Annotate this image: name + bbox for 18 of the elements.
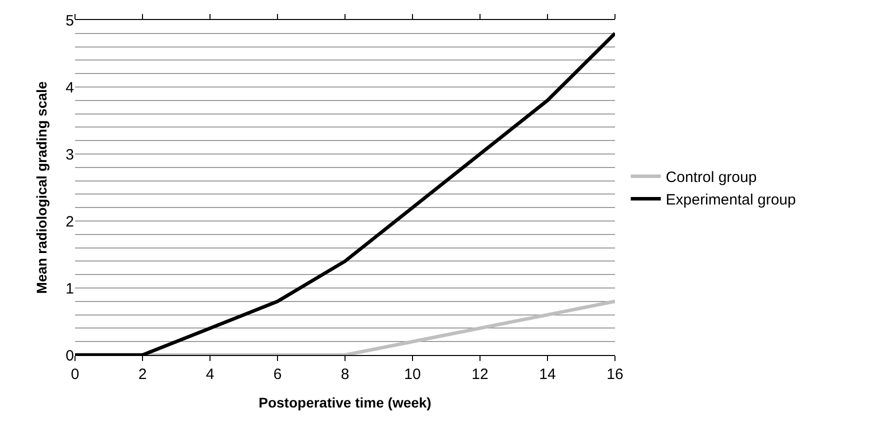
legend-label: Experimental group: [666, 192, 796, 209]
x-tick-label: 4: [206, 366, 214, 383]
y-tick-label: 4: [66, 79, 74, 96]
y-tick-label: 3: [66, 146, 74, 164]
x-tick-label: 2: [138, 366, 147, 383]
x-tick-label: 10: [404, 366, 421, 383]
x-axis-title: Postoperative time (week): [258, 394, 432, 410]
legend-label: Control group: [666, 169, 757, 186]
y-tick-label: 0: [66, 347, 74, 364]
y-axis-title: Mean radiological grading scale: [33, 81, 50, 294]
y-tick-label: 5: [66, 12, 74, 30]
y-tick-label: 1: [66, 280, 74, 298]
y-tick-label: 2: [66, 213, 74, 230]
x-tick-label: 12: [472, 366, 488, 383]
x-tick-label: 8: [340, 366, 350, 383]
x-tick-label: 6: [273, 366, 282, 383]
x-tick-label: 14: [539, 366, 556, 383]
x-tick-label: 16: [606, 366, 624, 383]
